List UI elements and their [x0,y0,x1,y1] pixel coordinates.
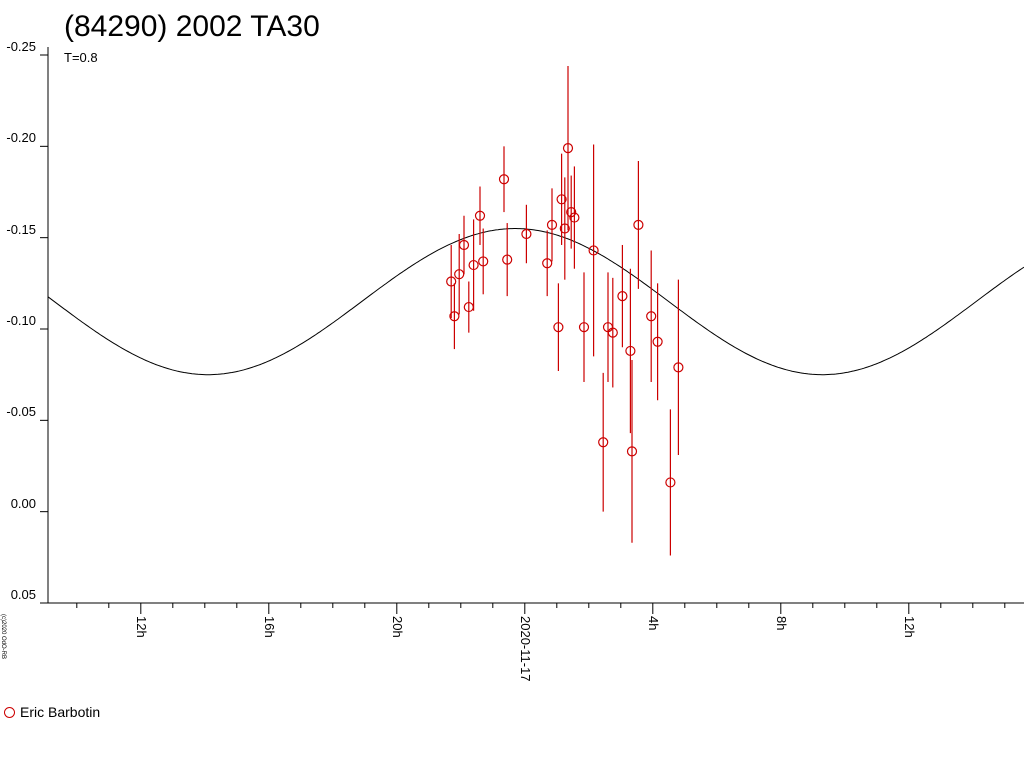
x-tick-label: 16h [261,616,277,638]
data-point [546,219,558,230]
data-point [673,362,684,373]
data-point [468,259,479,271]
y-tick-label: -0.15 [6,221,36,237]
data-point [633,219,644,230]
y-tick-label: -0.05 [6,404,36,420]
data-point [588,245,599,256]
data-point [446,276,457,287]
x-tick-label: 20h [389,616,405,638]
credit-text: (c)2020 OdO-RB [0,614,6,660]
data-point [556,194,567,205]
y-tick-label: -0.10 [6,313,36,328]
x-tick-label: 4h [645,616,661,631]
y-tick-label: -0.20 [6,130,36,146]
model-curve [47,228,1024,376]
chart-subtitle: T=0.8 [64,50,98,65]
legend: Eric Barbotin [4,704,100,720]
data-point [502,254,513,265]
model-curve-layer [47,228,1024,376]
data-points-layer [446,65,684,556]
data-point [617,291,628,302]
data-point [458,239,470,251]
data-point [521,228,532,240]
legend-circle-icon [4,706,15,718]
data-point [562,143,574,154]
data-point [474,210,486,221]
x-tick-label: 12h [901,616,917,638]
axes [40,47,1024,614]
data-point [542,258,553,269]
x-tick-label: 8h [773,616,789,631]
data-point [449,311,460,322]
chart-title: (84290) 2002 TA30 [64,10,320,43]
data-point [478,256,489,267]
legend-label: Eric Barbotin [20,704,101,720]
data-point [498,174,510,185]
data-point [598,437,609,448]
data-point [607,327,618,338]
y-tick-label: 0.05 [10,587,36,602]
data-point [578,322,590,333]
data-point [665,477,676,488]
data-point [569,212,580,223]
data-point [626,446,638,457]
data-point [652,336,663,347]
data-point [553,322,564,333]
y-tick-label: 0.00 [10,495,36,511]
x-tick-label: 2020-11-17 [517,616,533,682]
y-tick-label: -0.25 [6,39,36,54]
x-tick-label: 12h [133,616,149,638]
data-point [625,345,636,357]
data-point [566,206,577,218]
data-point [559,223,570,234]
data-point [646,311,657,322]
